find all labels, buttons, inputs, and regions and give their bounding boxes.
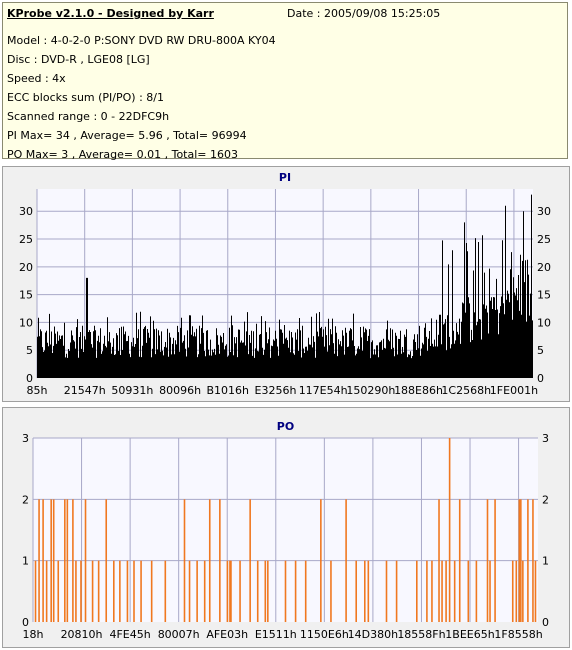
scan-date: Date : 2005/09/08 15:25:05 <box>287 7 441 20</box>
y-tick-label-left: 5 <box>26 344 33 357</box>
y-tick-label-right: 10 <box>537 316 551 329</box>
po-chart: 0 0 1 1 2 2 3 3 18h 20810h 4FE45h 80007h AFE03h E1511… <box>22 420 549 641</box>
y-tick-label-right: 0 <box>537 372 544 385</box>
y-tick-label-right: 30 <box>537 205 551 218</box>
y-tick-label-left: 2 <box>22 493 29 506</box>
x-tick-label: 188E86h <box>394 384 443 397</box>
x-tick-label: 18558Fh <box>397 628 445 641</box>
x-tick-label: 20810h <box>61 628 103 641</box>
x-tick-label: 1C2568h <box>441 384 491 397</box>
pi-chart-panel: 0 0 5 5 10 10 15 15 20 20 25 25 30 30 85h 21547h 50931h 8… <box>2 166 570 402</box>
po-bars <box>34 438 537 622</box>
chart-title: PI <box>279 171 291 184</box>
po-chart-panel: 0 0 1 1 2 2 3 3 18h 20810h 4FE45h 80007h AFE03h E1511… <box>2 407 570 648</box>
y-tick-label-left: 3 <box>22 432 29 445</box>
y-tick-label-right: 2 <box>542 493 549 506</box>
x-tick-label: 80096h <box>159 384 201 397</box>
pi-bars <box>37 194 533 378</box>
y-tick-label-right: 20 <box>537 261 551 274</box>
disc-info: Disc : DVD-R , LGE08 [LG] <box>7 53 150 66</box>
y-tick-label-right: 3 <box>542 432 549 445</box>
y-tick-label-right: 15 <box>537 289 551 302</box>
x-tick-label: B1016h <box>207 384 250 397</box>
x-tick-label: 1BEE65h <box>445 628 494 641</box>
x-tick-label: 50931h <box>111 384 153 397</box>
x-tick-label: 1FE001h <box>490 384 538 397</box>
pi-summary: PI Max= 34 , Average= 5.96 , Total= 9699… <box>7 129 247 142</box>
drive-model: Model : 4-0-2-0 P:SONY DVD RW DRU-800A K… <box>7 34 276 47</box>
y-tick-label-left: 0 <box>26 372 33 385</box>
y-tick-label-left: 25 <box>19 233 33 246</box>
ecc-blocks-info: ECC blocks sum (PI/PO) : 8/1 <box>7 91 164 104</box>
y-tick-label-left: 10 <box>19 316 33 329</box>
x-tick-label: 4FE45h <box>109 628 150 641</box>
y-tick-label-left: 0 <box>22 616 29 629</box>
y-tick-label-left: 30 <box>19 205 33 218</box>
y-tick-label-right: 25 <box>537 233 551 246</box>
y-tick-label-right: 1 <box>542 555 549 568</box>
x-tick-label: 14D380h <box>348 628 398 641</box>
y-tick-label-left: 1 <box>22 555 29 568</box>
y-tick-label-left: 20 <box>19 261 33 274</box>
x-tick-label: 18h <box>23 628 44 641</box>
x-tick-label: 80007h <box>158 628 200 641</box>
scanned-range-info: Scanned range : 0 - 22DFC9h <box>7 110 170 123</box>
pi-bar-series <box>37 194 533 378</box>
app-title: KProbe v2.1.0 - Designed by Karr <box>7 7 214 20</box>
x-tick-label: AFE03h <box>206 628 248 641</box>
info-panel: KProbe v2.1.0 - Designed by Karr Date : … <box>2 2 568 161</box>
speed-info: Speed : 4x <box>7 72 66 85</box>
x-tick-label: 1150E6h <box>300 628 349 641</box>
x-tick-label: 21547h <box>64 384 106 397</box>
y-tick-label-right: 0 <box>542 616 549 629</box>
x-tick-label: 150290h <box>346 384 395 397</box>
x-tick-label: 1F8558h <box>494 628 542 641</box>
x-tick-label: 117E54h <box>299 384 348 397</box>
x-tick-label: E3256h <box>255 384 297 397</box>
x-tick-label: E1511h <box>255 628 297 641</box>
x-tick-label: 85h <box>27 384 48 397</box>
y-tick-label-right: 5 <box>537 344 544 357</box>
y-tick-label-left: 15 <box>19 289 33 302</box>
po-summary: PO Max= 3 , Average= 0.01 , Total= 1603 <box>7 148 238 161</box>
chart-title: PO <box>277 420 294 433</box>
pi-chart: 0 0 5 5 10 10 15 15 20 20 25 25 30 30 85h 21547h 50931h 8… <box>19 171 551 397</box>
